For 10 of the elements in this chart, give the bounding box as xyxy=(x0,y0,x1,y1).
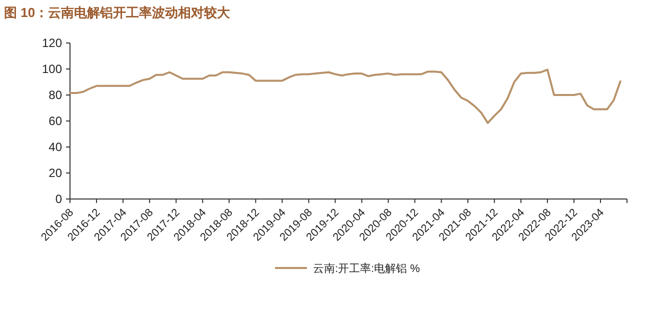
y-tick-label: 120 xyxy=(42,36,62,50)
legend-label: 云南:开工率:电解铝 % xyxy=(313,262,420,275)
y-tick-label: 40 xyxy=(48,140,62,154)
y-tick-label: 100 xyxy=(42,62,62,76)
y-tick-label: 80 xyxy=(48,88,62,102)
line-series xyxy=(69,68,622,124)
y-tick-label: 0 xyxy=(55,192,62,206)
chart-title: 图 10：云南电解铝开工率波动相对较大 xyxy=(4,5,232,20)
y-tick-label: 20 xyxy=(48,166,62,180)
y-tick-label: 60 xyxy=(48,114,62,128)
